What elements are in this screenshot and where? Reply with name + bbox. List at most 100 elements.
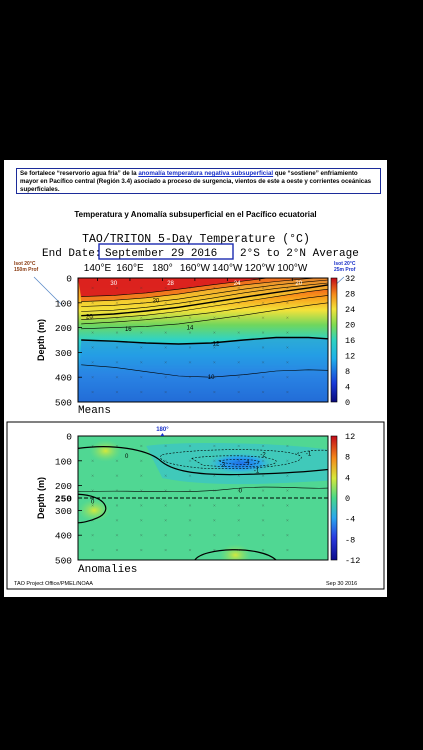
means-colorbar-tick: 12: [345, 352, 355, 362]
sample-point: [91, 504, 94, 507]
sample-point: [164, 504, 167, 507]
means-colorbar-tick: 20: [345, 321, 355, 331]
sample-point: [286, 504, 289, 507]
sample-point: [188, 286, 192, 290]
cold-anomaly-core: [202, 451, 279, 476]
sample-point: [164, 474, 167, 477]
sample-point: [188, 489, 192, 492]
means-x-tick: 160°E: [116, 263, 144, 274]
sample-point: [188, 519, 192, 522]
sample-point: [115, 489, 119, 492]
anomaly-colorbar-tick: -12: [345, 556, 360, 566]
sample-point: [237, 548, 240, 552]
means-colorbar-tick: 32: [345, 274, 355, 284]
sample-point: [140, 534, 143, 537]
anomaly-contour: [194, 549, 277, 560]
sample-point: [164, 361, 167, 364]
sample-point: [91, 459, 94, 462]
right-note: Isot 20°C 25m Prof: [334, 261, 356, 273]
sample-point: [261, 504, 265, 507]
sample-point: [188, 534, 192, 537]
means-colorbar-tick: 16: [345, 336, 355, 346]
sample-point: [237, 474, 240, 477]
anomaly-y-tick: 0: [66, 432, 72, 443]
deep-layer: [78, 337, 328, 402]
means-y-tick: 100: [55, 298, 72, 309]
sample-point: [188, 376, 192, 379]
sample-point: [213, 346, 216, 349]
anomaly-y-tick: 300: [55, 506, 72, 517]
means-contour-label: 14: [187, 326, 194, 332]
means-colorbar-tick: 0: [345, 398, 350, 408]
anomaly-colorbar-tick: 0: [345, 494, 350, 504]
sample-point: [188, 444, 192, 448]
anomaly-contour-label: 0: [91, 500, 95, 506]
sample-point: [237, 301, 240, 304]
sample-point: [164, 390, 167, 394]
commentary-text-1: Se fortalece “reservorio agua fría” de l…: [20, 170, 139, 177]
means-x-tick: 140°W: [212, 263, 243, 274]
means-y-tick: 0: [66, 274, 72, 285]
sample-point: [188, 316, 192, 319]
sample-point: [115, 548, 119, 552]
sample-point: [286, 548, 289, 552]
plot-title: TAO/TRITON 5-Day Temperature (°C): [82, 233, 310, 246]
sample-point: [237, 361, 240, 364]
sample-point: [237, 390, 240, 394]
sample-point: [286, 459, 289, 462]
core-hot-layer: [78, 278, 268, 297]
sample-point: [261, 346, 265, 349]
sample-point: [164, 548, 167, 552]
sample-point: [213, 519, 216, 522]
sample-point: [164, 534, 167, 537]
sample-point: [188, 331, 192, 334]
anomaly-y-tick: 200: [55, 481, 72, 492]
sample-point: [213, 331, 216, 334]
sample-point: [91, 316, 94, 319]
means-x-tick: 160°W: [180, 263, 211, 274]
sample-point: [213, 504, 216, 507]
sample-point: [188, 504, 192, 507]
anomaly-contour-label: 0: [239, 489, 243, 495]
means-contour-label: 10: [208, 375, 215, 381]
sample-point: [91, 346, 94, 349]
sample-point: [286, 376, 289, 379]
means-contour-label: 28: [167, 281, 174, 287]
anomaly-colorbar-tick: 12: [345, 432, 355, 442]
anomaly-y-tick: 250: [55, 494, 72, 505]
sample-point: [140, 346, 143, 349]
sample-point: [237, 519, 240, 522]
sample-point: [164, 519, 167, 522]
commentary-highlight: anomalía temperatura negativa subsuperfi…: [138, 170, 274, 177]
means-colorbar-tick: 4: [345, 383, 350, 393]
sample-point: [213, 548, 216, 552]
tao-figure: TAO/TRITON 5-Day Temperature (°C) End Dat…: [6, 233, 385, 590]
sample-point: [91, 286, 94, 290]
sample-point: [213, 489, 216, 492]
sample-point: [286, 489, 289, 492]
sample-point: [213, 459, 216, 462]
sample-point: [188, 459, 192, 462]
sample-point: [140, 286, 143, 290]
sample-point: [237, 504, 240, 507]
sample-point: [140, 519, 143, 522]
means-contour-label: 20: [153, 298, 160, 304]
sample-point: [140, 459, 143, 462]
warm-anomaly-patch: [89, 439, 122, 462]
isotherm-20: [81, 284, 328, 317]
sample-point: [188, 301, 192, 304]
sample-point: [164, 459, 167, 462]
sample-point: [91, 474, 94, 477]
sample-point: [140, 361, 143, 364]
means-frame: [77, 277, 329, 403]
sample-point: [115, 376, 119, 379]
sample-point: [213, 390, 216, 394]
sample-point: [213, 474, 216, 477]
sample-point: [140, 390, 143, 394]
means-label: Means: [78, 405, 111, 417]
means-contour-label: 30: [110, 281, 117, 287]
warm-anomaly-patch: [78, 499, 111, 522]
anomaly-contour-label: -4: [244, 460, 250, 466]
anomaly-colorbar-tick: -4: [345, 515, 355, 525]
sample-point: [140, 376, 143, 379]
